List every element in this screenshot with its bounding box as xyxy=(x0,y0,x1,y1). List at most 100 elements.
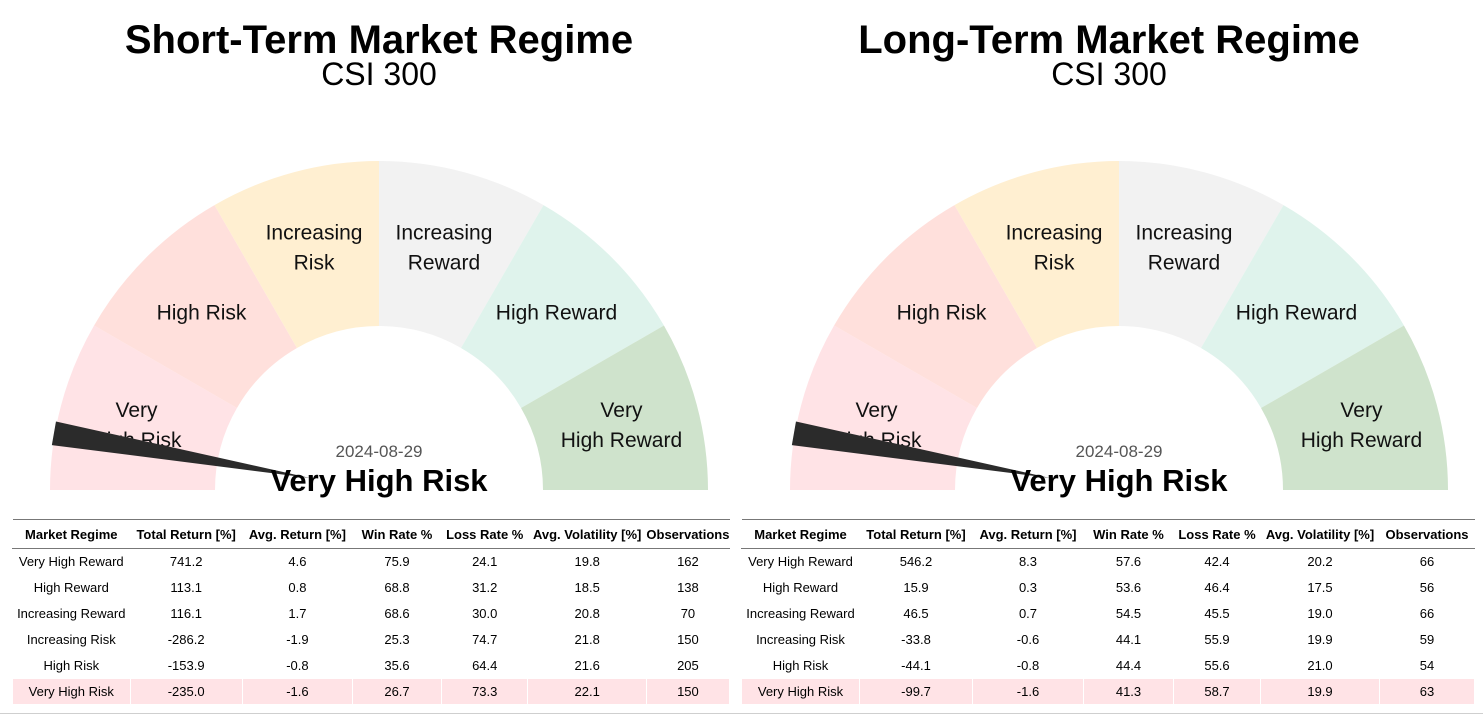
column-header-loss-rate: Loss Rate % xyxy=(441,519,528,549)
table-cell: 64.4 xyxy=(472,658,498,673)
table-cell: 22.1 xyxy=(527,678,647,705)
table-cell: 46.4 xyxy=(1204,580,1230,595)
table-cell: 26.7 xyxy=(352,678,442,705)
column-header-avg-return: Avg. Return [%] xyxy=(972,519,1084,549)
table-cell: 63 xyxy=(1379,678,1475,705)
table-cell: 205 xyxy=(677,658,699,673)
table-header-row: Market Regime Total Return [%] Avg. Return… xyxy=(741,519,1475,549)
gauge-segment-label: Increasing Risk xyxy=(1006,222,1103,275)
table-row: Increasing Reward 46.5 0.7 54.5 45.5 19.0 66 xyxy=(742,601,1475,627)
gauge-segment-high-risk xyxy=(94,205,298,408)
table-cell: 1.7 xyxy=(288,606,307,621)
gauge-segment-very-high-reward xyxy=(521,325,708,490)
table-cell: 546.2 xyxy=(899,554,933,569)
gauge-needle xyxy=(791,421,1051,478)
table-row: Very High Reward 546.2 8.3 57.6 42.4 20.2 66 xyxy=(742,549,1475,575)
gauge-segment-label: Increasing Reward xyxy=(396,222,493,275)
table-cell: 15.9 xyxy=(903,580,929,595)
table-row: Very High Risk -235.0 -1.6 26.7 73.3 22.1 150 xyxy=(12,678,730,705)
chart-title: Short-Term Market Regime xyxy=(124,18,634,62)
gauge-segment-label: Increasing Risk xyxy=(266,222,363,275)
table-cell: 116.1 xyxy=(170,606,202,621)
column-header-total-return: Total Return [%] xyxy=(130,519,243,549)
table-row: High Reward 15.9 0.3 53.6 46.4 17.5 56 xyxy=(742,575,1475,601)
regime-date: 2024-08-29 xyxy=(1076,442,1163,461)
gauge-segment-label: Very High Reward xyxy=(1301,399,1422,452)
table-cell: 41.3 xyxy=(1083,678,1174,705)
gauge-segment-label: High Risk xyxy=(897,302,987,325)
table-cell: 35.6 xyxy=(384,658,410,673)
table-cell: Very High Risk xyxy=(12,678,131,705)
column-header-win-rate: Win Rate % xyxy=(1083,519,1174,549)
table-cell: High Reward xyxy=(33,580,109,595)
chart-subtitle: CSI 300 xyxy=(321,56,437,92)
table-cell: 21.8 xyxy=(574,632,600,647)
column-header-observations: Observations xyxy=(646,519,730,549)
table-cell: 20.8 xyxy=(574,606,600,621)
table-cell: 24.1 xyxy=(472,554,498,569)
table-cell: 150 xyxy=(677,632,699,647)
table-cell: 21.6 xyxy=(574,658,600,673)
table-cell: 18.5 xyxy=(574,580,600,595)
gauge-segment-label: High Reward xyxy=(1236,302,1357,325)
table-row: High Risk -44.1 -0.8 44.4 55.6 21.0 54 xyxy=(742,653,1475,679)
gauge-segment-label: Very High Reward xyxy=(561,399,682,452)
table-cell: 54.5 xyxy=(1115,606,1142,621)
table-cell: 58.7 xyxy=(1173,678,1261,705)
table-cell: 66 xyxy=(1419,606,1435,621)
table-cell: 0.3 xyxy=(1018,580,1038,595)
table-cell: 55.9 xyxy=(1204,632,1230,647)
table-cell: 0.7 xyxy=(1018,606,1038,621)
table-cell: 73.3 xyxy=(440,678,529,705)
table-cell: -1.6 xyxy=(972,678,1084,705)
table-cell: 46.5 xyxy=(903,606,929,621)
table-cell: High Reward xyxy=(762,580,839,595)
table-cell: -0.6 xyxy=(1016,632,1040,647)
table-cell: 54 xyxy=(1419,658,1435,673)
table-cell: 19.8 xyxy=(574,554,600,569)
table-cell: 30.0 xyxy=(472,606,498,621)
gauge-segment-high-reward xyxy=(1201,205,1404,408)
table-cell: 0.8 xyxy=(288,580,307,595)
gauge-segment-very-high-reward xyxy=(1261,325,1448,490)
table-cell: -44.1 xyxy=(901,658,931,673)
table-cell: 19.9 xyxy=(1307,632,1333,647)
table-cell: -99.7 xyxy=(859,678,973,705)
short-term-panel: Short-Term Market Regime CSI 300 Very Hig… xyxy=(0,0,730,719)
table-cell: 74.7 xyxy=(472,632,498,647)
table-cell: Very High Risk xyxy=(741,678,860,705)
table-row: Increasing Reward 116.1 1.7 68.6 30.0 20.8 70 xyxy=(13,601,730,627)
table-cell: -235.0 xyxy=(129,678,243,705)
table-cell: 68.6 xyxy=(384,606,410,621)
table-cell: 19.0 xyxy=(1307,606,1333,621)
table-cell: Increasing Reward xyxy=(17,606,126,621)
table-cell: -0.8 xyxy=(286,658,309,673)
table-cell: -1.9 xyxy=(286,632,309,647)
table-cell: 59 xyxy=(1419,632,1435,647)
table-cell: 45.5 xyxy=(1204,606,1230,621)
table-cell: Very High Reward xyxy=(18,554,124,569)
table-cell: -0.8 xyxy=(1016,658,1040,673)
chart-subtitle: CSI 300 xyxy=(1051,56,1167,92)
column-header-market-regime: Market Regime xyxy=(741,519,860,549)
gauge-segment-label: High Reward xyxy=(496,302,617,325)
current-regime-label: Very High Risk xyxy=(270,463,488,498)
table-cell: 31.2 xyxy=(472,580,498,595)
table-row: Very High Reward 741.2 4.6 75.9 24.1 19.8 162 xyxy=(13,549,730,575)
table-cell: 44.4 xyxy=(1115,658,1142,673)
table-row: High Reward 113.1 0.8 68.8 31.2 18.5 138 xyxy=(13,575,730,601)
long-term-panel: Long-Term Market Regime CSI 300 Very High… xyxy=(740,0,1483,719)
table-row: Increasing Risk -286.2 -1.9 25.3 74.7 21.8 150 xyxy=(13,627,730,653)
table-cell: 56 xyxy=(1419,580,1435,595)
regime-stats-table: Market Regime Total Return [%] Avg. Return… xyxy=(741,519,1475,705)
table-cell: High Risk xyxy=(43,658,100,673)
table-cell: 68.8 xyxy=(384,580,410,595)
table-cell: 162 xyxy=(677,554,699,569)
table-cell: 75.9 xyxy=(384,554,410,569)
column-header-observations: Observations xyxy=(1379,519,1475,549)
table-row: Very High Risk -99.7 -1.6 41.3 58.7 19.9 63 xyxy=(741,678,1475,705)
table-cell: Increasing Reward xyxy=(746,606,855,621)
table-cell: Very High Reward xyxy=(748,554,853,569)
